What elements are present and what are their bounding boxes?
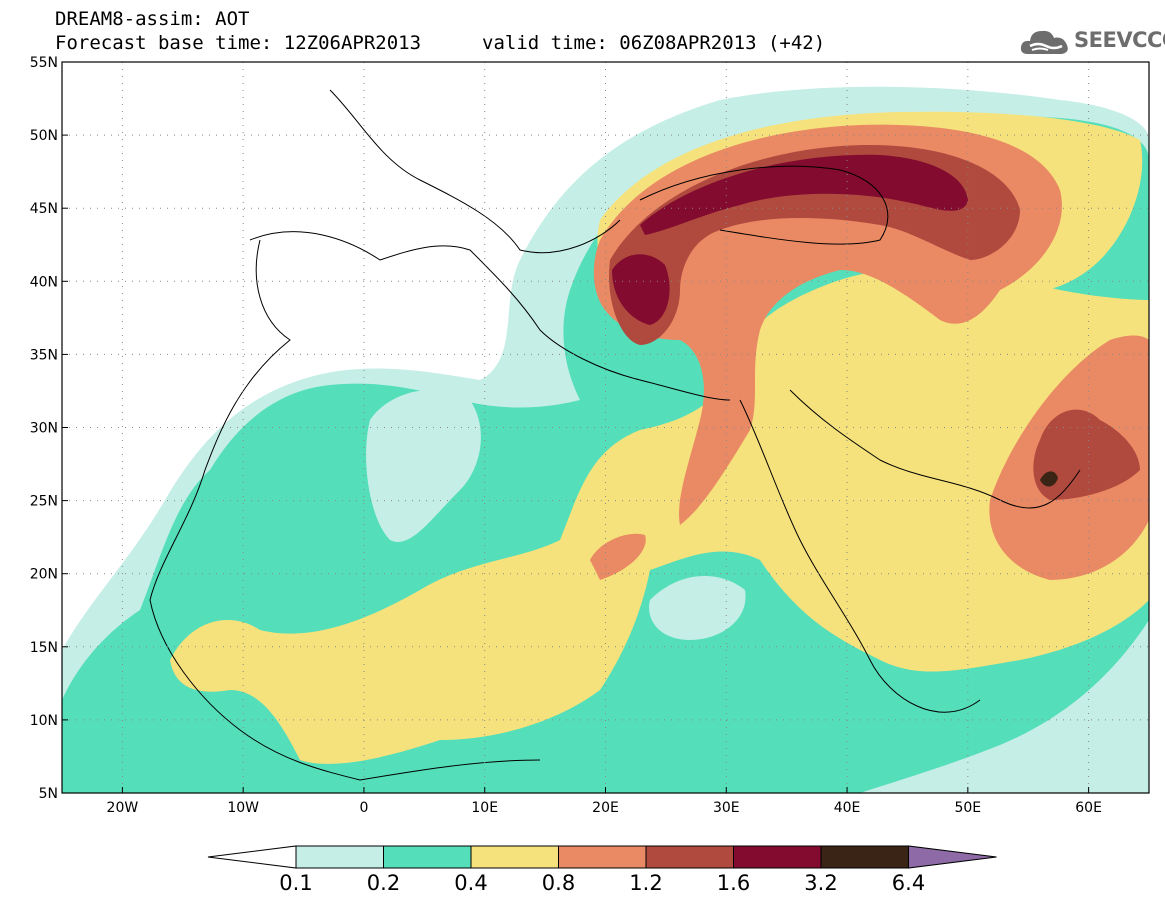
colorbar-box bbox=[470, 845, 559, 869]
africa-west-coast bbox=[149, 239, 541, 781]
grid bbox=[62, 62, 1149, 793]
ytick-label: 55N bbox=[30, 55, 58, 71]
colorbar: 0.1 0.2 0.4 0.8 1.2 1.6 3.2 6.4 bbox=[207, 845, 997, 895]
colorbar-box bbox=[645, 845, 734, 869]
colorbar-box bbox=[295, 845, 384, 869]
colorbar-level-label: 3.2 bbox=[804, 871, 837, 895]
aot-contour-1.6-arabia bbox=[1040, 471, 1058, 487]
valid-time: valid time: 06Z08APR2013 (+42) bbox=[482, 32, 826, 54]
colorbar-level-label: 1.2 bbox=[629, 871, 662, 895]
black-sea-coast bbox=[639, 165, 889, 245]
arabia-coast bbox=[789, 389, 1081, 509]
colorbar-level-label: 0.2 bbox=[367, 871, 400, 895]
axis-ticks: 20W 10W 0 10E 20E 30E 40E 50E 60E 55N 50N 45N 40N 35N… bbox=[30, 55, 1102, 816]
forecast-base-time: Forecast base time: 12Z06APR2013 bbox=[55, 32, 422, 54]
aot-field bbox=[62, 62, 1149, 793]
xtick-label: 60E bbox=[1075, 800, 1102, 816]
xtick-label: 10E bbox=[471, 800, 498, 816]
colorbar-box bbox=[733, 845, 822, 869]
xtick-label: 50E bbox=[954, 800, 981, 816]
europe-coast bbox=[329, 89, 621, 254]
aot-contour-1.2-arabia bbox=[1033, 409, 1140, 500]
colorbar-box bbox=[820, 845, 909, 869]
colorbar-box bbox=[383, 845, 472, 869]
ytick-label: 40N bbox=[30, 274, 58, 290]
ytick-label: 50N bbox=[30, 128, 58, 144]
xtick-label: 10W bbox=[227, 800, 259, 816]
xtick-label: 20E bbox=[592, 800, 619, 816]
colorbar-arrow-left bbox=[207, 845, 297, 869]
colorbar-box bbox=[558, 845, 647, 869]
ytick-label: 5N bbox=[39, 786, 58, 802]
aot-contour-0.1-patch-2 bbox=[649, 576, 746, 640]
colorbar-level-label: 6.4 bbox=[892, 871, 925, 895]
ytick-label: 45N bbox=[30, 201, 58, 217]
colorbar-level-label: 0.1 bbox=[279, 871, 312, 895]
colorbar-level-label: 1.6 bbox=[717, 871, 750, 895]
seevccc-logo: SEEVCCC bbox=[1018, 24, 1165, 58]
aot-contour-0.4 bbox=[170, 269, 1149, 764]
ytick-label: 10N bbox=[30, 713, 58, 729]
coastlines bbox=[149, 89, 1081, 781]
xtick-label: 20W bbox=[107, 800, 139, 816]
ytick-label: 20N bbox=[30, 567, 58, 583]
cloud-icon bbox=[1020, 30, 1068, 54]
colorbar-level-label: 0.4 bbox=[454, 871, 487, 895]
aot-contour-1.6 bbox=[640, 154, 968, 235]
mediterranean-south-coast bbox=[249, 231, 731, 401]
red-sea-coast bbox=[739, 399, 981, 713]
aot-contour-0.8-chad bbox=[590, 533, 646, 580]
ytick-label: 15N bbox=[30, 640, 58, 656]
xtick-label: 0 bbox=[359, 800, 368, 816]
ytick-label: 35N bbox=[30, 347, 58, 363]
ytick-label: 30N bbox=[30, 421, 58, 437]
xtick-label: 30E bbox=[713, 800, 740, 816]
xtick-label: 40E bbox=[834, 800, 861, 816]
colorbar-level-label: 0.8 bbox=[542, 871, 575, 895]
aot-contour-0.1-patch bbox=[366, 389, 481, 542]
colorbar-arrow-right bbox=[908, 845, 997, 869]
ytick-label: 25N bbox=[30, 494, 58, 510]
aot-contour-1.6-greece bbox=[612, 254, 670, 325]
map-title: DREAM8-assim: AOT bbox=[55, 8, 250, 30]
logo-text: SEEVCCC bbox=[1074, 28, 1165, 52]
